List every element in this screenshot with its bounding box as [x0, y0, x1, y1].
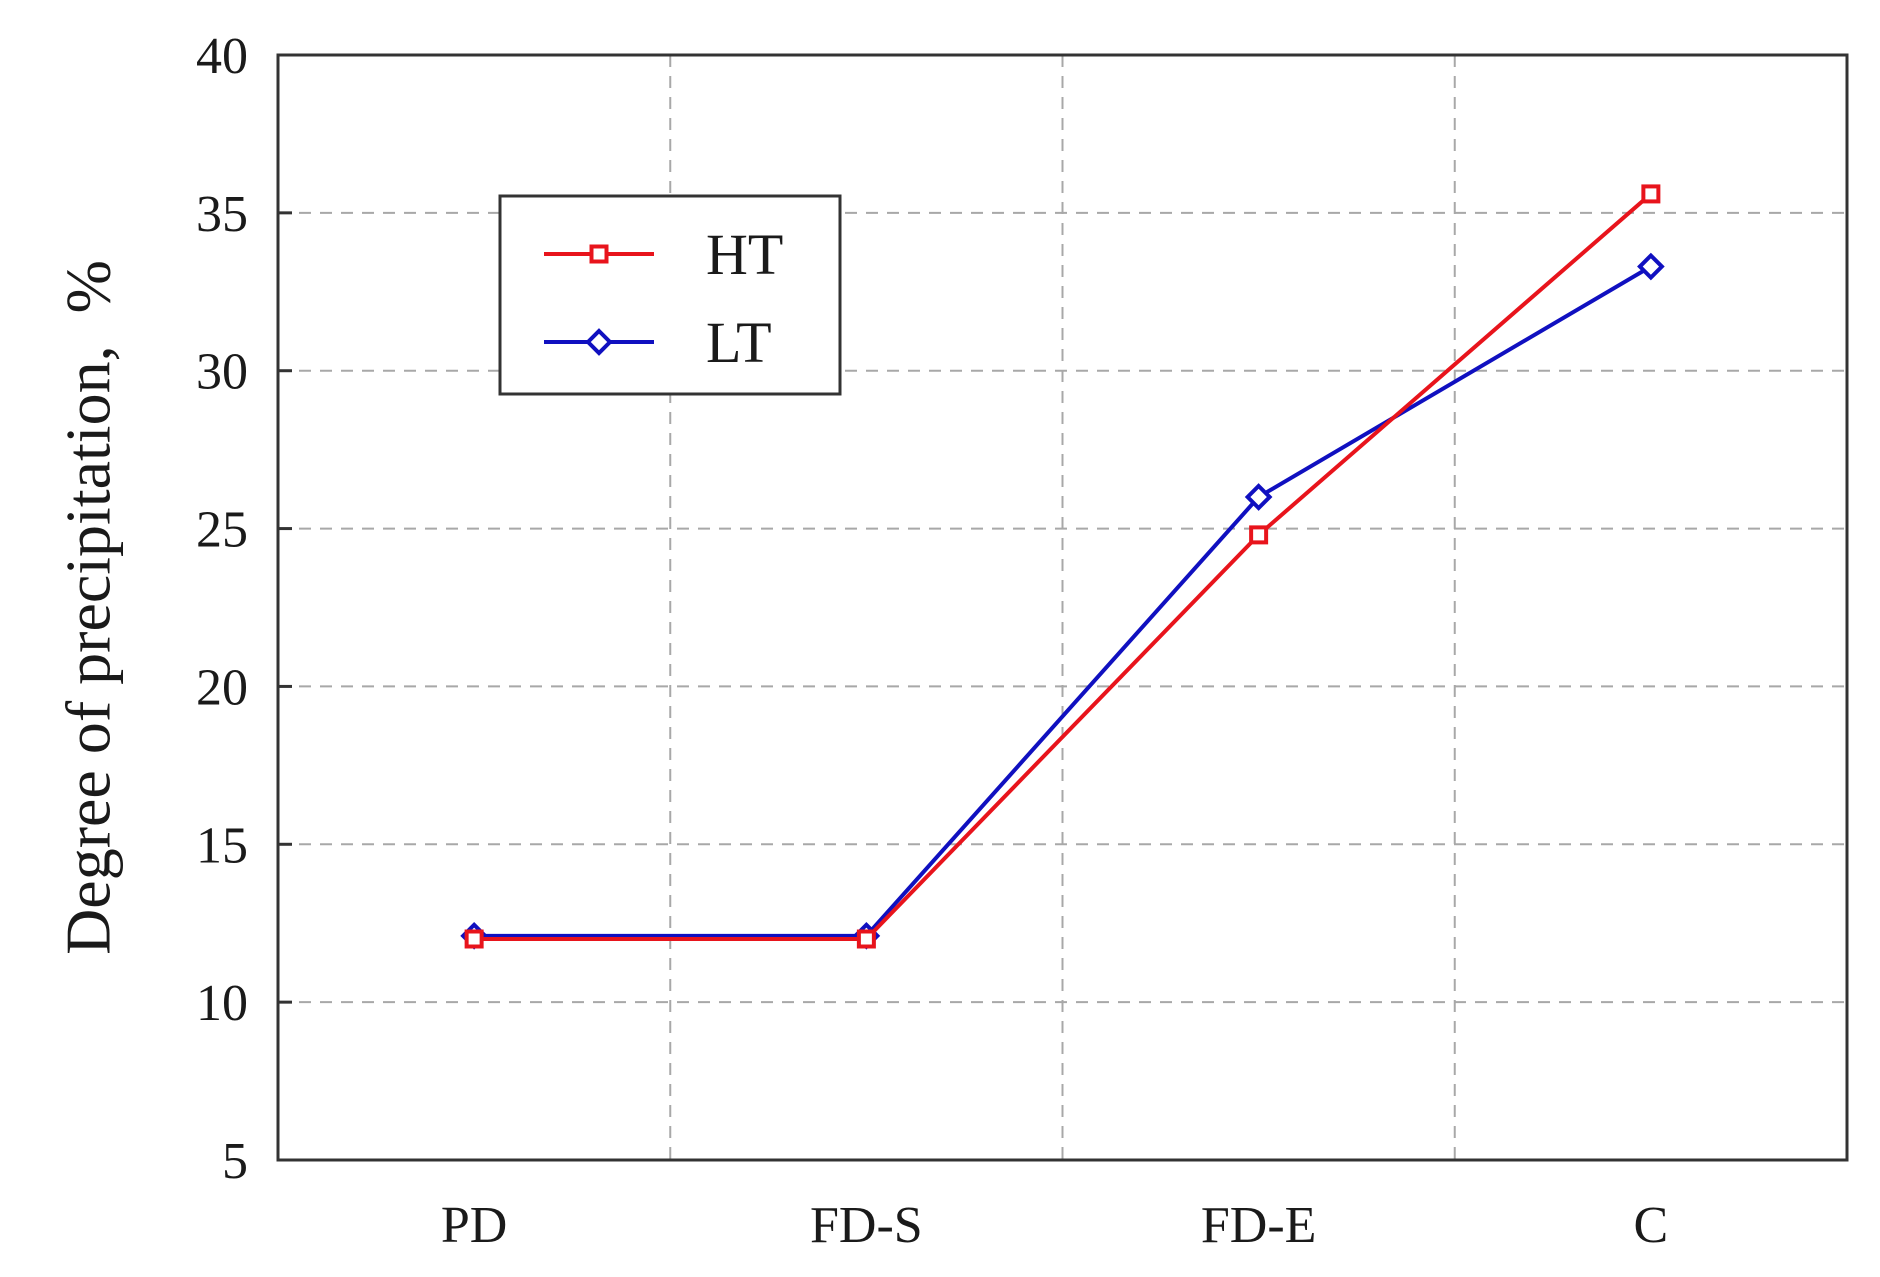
series-ht: [464, 184, 1661, 949]
x-tick-label: FD-E: [1201, 1197, 1317, 1254]
y-tick-label: 10: [196, 975, 248, 1032]
y-tick-label: 40: [196, 28, 248, 85]
legend-label: LT: [706, 310, 772, 375]
x-axis-ticks: PD FD-S FD-E C: [441, 1197, 1668, 1254]
legend-label: HT: [706, 222, 783, 287]
plot-area-frame: [276, 53, 1849, 1162]
data-point: [1641, 184, 1661, 204]
legend-swatch-marker: [585, 328, 613, 356]
data-point: [856, 929, 876, 949]
series-line: [474, 264, 1652, 938]
legend-item-ht: HT: [544, 222, 783, 287]
data-point: [464, 929, 484, 949]
y-tick-label: 25: [196, 502, 248, 559]
legend-item-lt: LT: [544, 310, 772, 375]
data-point: [1637, 252, 1665, 281]
y-tick-label: 20: [196, 659, 248, 716]
legend-box: [498, 194, 842, 396]
y-axis-ticks: 5 10 15 20 25 30 35 40: [196, 28, 292, 1190]
x-tick-label: PD: [441, 1197, 507, 1254]
x-tick-label: C: [1634, 1197, 1669, 1254]
y-tick-label: 30: [196, 344, 248, 401]
data-point: [1244, 483, 1273, 511]
data-point: [1249, 525, 1269, 545]
series: [460, 184, 1665, 950]
legend-swatch-marker: [589, 244, 609, 264]
y-tick-label: 5: [222, 1133, 248, 1190]
y-tick-label: 15: [196, 817, 248, 874]
series-line: [474, 192, 1653, 941]
x-tick-label: FD-S: [810, 1197, 923, 1254]
y-tick-label: 35: [196, 186, 248, 243]
y-axis-title: Degree of precipitation, %: [53, 260, 124, 955]
legend: HT LT: [498, 194, 842, 396]
